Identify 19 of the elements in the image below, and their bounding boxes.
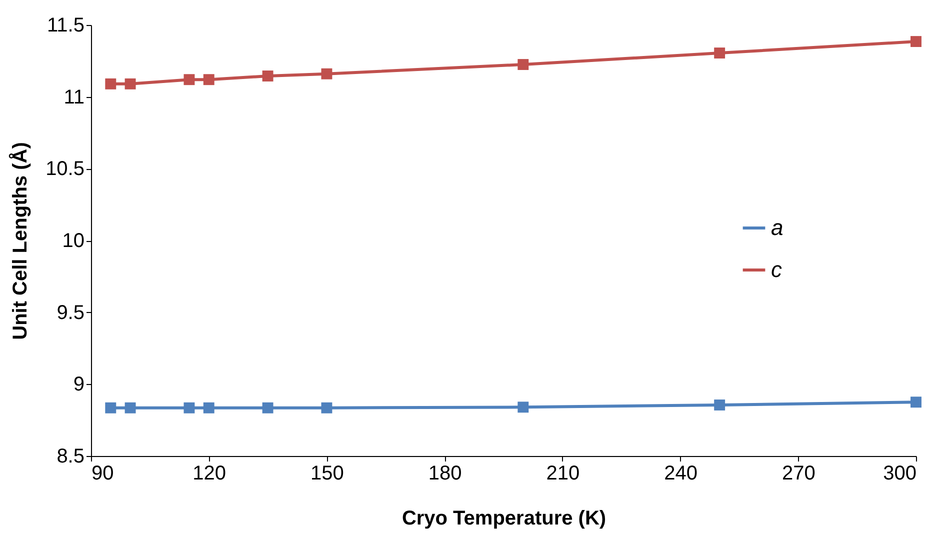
x-tick-label: 270 (782, 462, 816, 484)
y-tick-label: 9 (73, 374, 84, 396)
x-tick-label: 150 (310, 462, 344, 484)
x-tick-label: 240 (664, 462, 698, 484)
y-tick-label: 11 (64, 86, 84, 108)
legend-label: a (771, 215, 784, 240)
legend-label: c (771, 257, 782, 282)
y-tick-label: 8.5 (56, 446, 84, 468)
y-tick-label: 10 (62, 230, 84, 252)
x-tick-label: 300 (883, 462, 916, 484)
x-tick-label: 180 (428, 462, 462, 484)
x-tick-label: 90 (92, 462, 114, 484)
y-tick-label: 10.5 (46, 158, 84, 180)
y-axis-title: Unit Cell Lengths (Å) (8, 142, 32, 340)
y-tick-label: 9.5 (56, 302, 84, 324)
x-tick-label: 210 (546, 462, 580, 484)
y-tick-label: 11.5 (47, 14, 84, 36)
x-tick-label: 120 (192, 462, 226, 484)
x-axis-title: Cryo Temperature (K) (402, 508, 606, 530)
